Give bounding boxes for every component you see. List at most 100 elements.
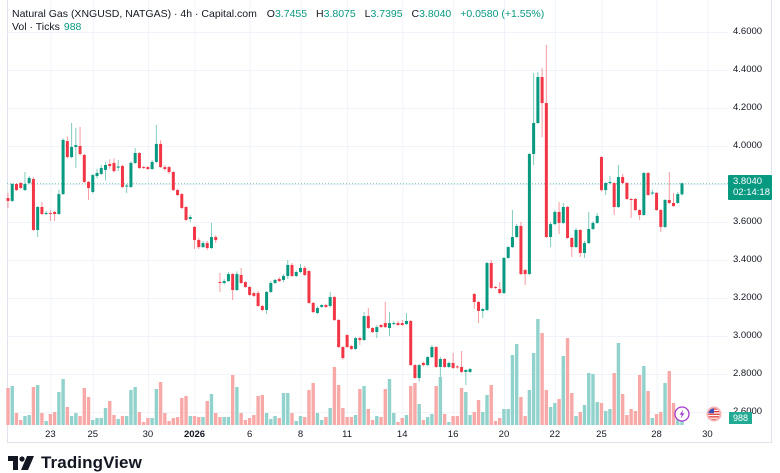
candle-down xyxy=(324,305,328,307)
volume-bar xyxy=(485,395,489,425)
candle-down xyxy=(112,162,116,172)
volume-bar xyxy=(383,389,387,425)
volume-bar xyxy=(141,422,146,425)
candle-up xyxy=(591,222,595,230)
volume-bar xyxy=(603,411,608,425)
us-flag-icon[interactable] xyxy=(706,406,722,422)
low-label: L xyxy=(364,8,371,20)
volume-bar xyxy=(19,420,23,425)
candle-down xyxy=(332,297,336,321)
candle-down xyxy=(379,324,383,328)
candle-up xyxy=(27,177,31,184)
candle-down xyxy=(337,320,341,348)
candle-up xyxy=(468,369,472,372)
candle-up xyxy=(74,145,78,147)
candle-down xyxy=(231,274,235,291)
volume-bar xyxy=(612,373,616,425)
volume-bar xyxy=(620,394,625,425)
volume-label[interactable]: Vol · Ticks xyxy=(12,21,60,33)
volume-bar xyxy=(6,388,10,425)
candle-down xyxy=(413,365,417,378)
volume-bar xyxy=(561,356,566,425)
volume-bar xyxy=(557,399,561,425)
volume-bar xyxy=(519,397,523,425)
volume-bar xyxy=(498,418,502,425)
candle-up xyxy=(70,146,74,158)
candle-down xyxy=(40,206,44,215)
candle-down xyxy=(358,338,362,340)
volume-bar xyxy=(574,416,578,425)
candle-down xyxy=(523,270,527,275)
volume-bar xyxy=(396,422,400,425)
volume-bar xyxy=(502,409,506,425)
volume-bar xyxy=(31,387,36,425)
volume-bar xyxy=(328,408,332,425)
candle-down xyxy=(409,320,413,366)
candle-up xyxy=(315,308,319,314)
volume-bar xyxy=(523,416,527,425)
volume-bar xyxy=(40,413,44,425)
candle-up xyxy=(583,243,587,253)
volume-bar xyxy=(201,417,205,425)
candle-down xyxy=(243,282,247,287)
candle-up xyxy=(510,237,514,248)
candle-down xyxy=(311,302,315,313)
lightning-icon[interactable] xyxy=(674,406,690,422)
candle-down xyxy=(31,179,35,230)
candle-up xyxy=(481,309,485,311)
volume-bar xyxy=(455,416,460,425)
candle-up xyxy=(561,206,565,223)
price-tick-label: 4.6000 xyxy=(733,26,763,37)
candle-up xyxy=(294,271,298,276)
volume-bar xyxy=(332,367,337,425)
tradingview-logo[interactable]: TradingView xyxy=(8,453,142,472)
volume-bar xyxy=(570,393,574,425)
time-tick-label: 25 xyxy=(596,429,607,440)
candles xyxy=(6,44,684,386)
volume-bar xyxy=(116,419,120,425)
candle-up xyxy=(61,139,65,195)
candle-up xyxy=(133,153,137,163)
candle-down xyxy=(400,323,404,325)
volume-bar xyxy=(654,414,659,425)
volume-bar xyxy=(99,418,103,425)
volume-bar xyxy=(392,413,396,425)
candle-up xyxy=(663,199,667,227)
volume-bar xyxy=(269,419,273,425)
candle-down xyxy=(290,264,294,276)
volume-bar xyxy=(260,395,265,425)
time-axis[interactable]: 23 25 30 2026 6 8 11 14 16 20 22 25 28 30 xyxy=(7,428,772,442)
volume-bar xyxy=(307,390,311,425)
candle-down xyxy=(366,316,370,329)
volume-bar xyxy=(667,371,671,425)
volume-bar xyxy=(438,377,443,425)
price-tick-label: 3.6000 xyxy=(733,216,763,227)
volume-bar xyxy=(362,386,366,425)
candle-down xyxy=(578,229,582,253)
symbol-title[interactable]: Natural Gas (XNGUSD, NATGAS) · 4h · Capi… xyxy=(12,8,257,20)
volume-bar xyxy=(430,414,434,425)
volume-bar xyxy=(303,417,307,425)
volume-bar xyxy=(163,413,167,425)
bar-countdown: 02:14:18 xyxy=(733,187,770,198)
volume-bar xyxy=(349,417,354,425)
candle-down xyxy=(256,293,260,306)
volume-bar xyxy=(536,319,540,425)
candle-down xyxy=(214,237,218,241)
volume-bar xyxy=(175,417,180,425)
price-tick-label: 4.2000 xyxy=(733,102,763,113)
volume-bar xyxy=(65,407,70,425)
candle-down xyxy=(341,347,345,359)
tradingview-mark-icon xyxy=(8,456,34,470)
volume-bar xyxy=(44,421,48,425)
volume-bar xyxy=(650,418,655,425)
candle-down xyxy=(248,286,252,295)
candle-down xyxy=(218,282,222,284)
volume-bar xyxy=(531,353,536,425)
volume-bar xyxy=(616,343,621,425)
volume-bar xyxy=(625,415,629,425)
volume-bar xyxy=(120,416,125,425)
price-axis[interactable]: 4.60004.40004.20004.00003.80003.60003.40… xyxy=(728,0,772,426)
candle-up xyxy=(447,362,451,367)
